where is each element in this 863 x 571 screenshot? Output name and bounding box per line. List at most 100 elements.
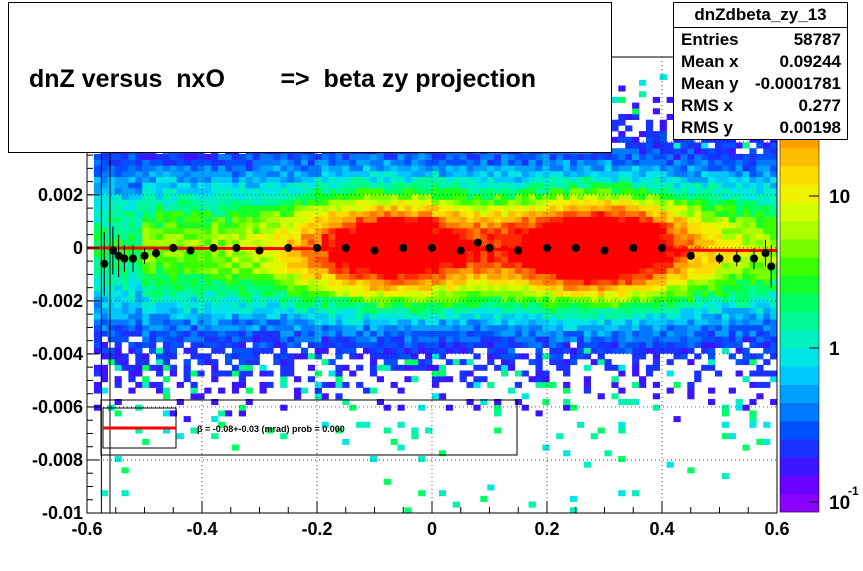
heatmap-cell: [349, 239, 357, 246]
heatmap-cell: [659, 250, 667, 257]
heatmap-cell: [549, 239, 557, 246]
heatmap-cell: [404, 376, 412, 383]
heatmap-cell: [121, 250, 129, 257]
heatmap-cell: [763, 267, 771, 274]
heatmap-cell: [390, 182, 398, 189]
heatmap-cell: [487, 359, 495, 366]
heatmap-cell: [583, 273, 591, 280]
heatmap-cell: [611, 205, 619, 212]
heatmap-cell: [300, 313, 309, 320]
heatmap-cell: [652, 159, 660, 166]
heatmap-cell: [342, 307, 350, 314]
heatmap-cell: [763, 381, 771, 388]
heatmap-cell: [231, 302, 240, 309]
heatmap-cell: [721, 176, 729, 183]
heatmap-cell: [756, 165, 764, 172]
heatmap-cell: [618, 267, 626, 274]
heatmap-cell: [432, 199, 440, 206]
heatmap-cell: [321, 250, 329, 257]
heatmap-cell: [397, 159, 405, 166]
heatmap-cell: [459, 267, 467, 274]
heatmap-cell: [542, 279, 550, 286]
heatmap-cell: [190, 273, 198, 280]
heatmap-cell: [356, 222, 364, 229]
heatmap-cell: [501, 228, 509, 234]
heatmap-cell: [673, 159, 681, 166]
heatmap-cell: [93, 370, 102, 377]
heatmap-cell: [542, 153, 550, 160]
heatmap-cell: [494, 290, 502, 297]
heatmap-cell: [466, 171, 474, 177]
heatmap-cell: [721, 330, 729, 337]
heatmap-cell: [639, 79, 647, 86]
heatmap-cell: [369, 456, 378, 462]
heatmap-cell: [632, 279, 640, 286]
heatmap-cell: [645, 216, 654, 223]
heatmap-cell: [204, 359, 212, 366]
heatmap-cell: [494, 193, 502, 200]
heatmap-cell: [625, 399, 633, 405]
heatmap-cell: [735, 233, 743, 240]
heatmap-cell: [245, 222, 253, 229]
heatmap-cell: [487, 296, 495, 303]
heatmap-cell: [473, 376, 481, 383]
heatmap-cell: [183, 285, 191, 291]
heatmap-cell: [376, 296, 384, 303]
heatmap-cell: [307, 353, 315, 360]
heatmap-cell: [666, 296, 674, 303]
heatmap-cell: [466, 222, 474, 229]
heatmap-cell: [639, 148, 647, 155]
heatmap-cell: [514, 233, 522, 240]
heatmap-cell: [328, 319, 336, 326]
heatmap-cell: [369, 159, 378, 166]
heatmap-cell: [259, 302, 267, 309]
profile-point: [399, 243, 408, 252]
heatmap-cell: [107, 324, 115, 331]
heatmap-cell: [294, 176, 302, 183]
heatmap-cell: [549, 381, 557, 388]
heatmap-cell: [231, 290, 240, 297]
heatmap-cell: [121, 490, 129, 497]
heatmap-cell: [625, 290, 633, 297]
heatmap-cell: [535, 330, 543, 337]
heatmap-cell: [259, 233, 267, 240]
heatmap-cell: [356, 336, 364, 343]
heatmap-cell: [183, 210, 191, 217]
heatmap-cell: [501, 210, 509, 217]
heatmap-cell: [659, 324, 667, 331]
heatmap-cell: [507, 210, 516, 217]
stat-row-rms-y: RMS y 0.00198: [681, 116, 841, 139]
heatmap-cell: [114, 228, 122, 234]
heatmap-cell: [397, 153, 405, 160]
heatmap-cell: [363, 347, 371, 354]
heatmap-cell: [618, 210, 626, 217]
heatmap-cell: [618, 387, 626, 394]
heatmap-cell: [583, 279, 591, 286]
heatmap-cell: [590, 176, 598, 183]
heatmap-cell: [121, 296, 129, 303]
heatmap-cell: [238, 285, 246, 291]
heatmap-cell: [749, 381, 757, 388]
heatmap-cell: [645, 256, 654, 263]
heatmap-cell: [183, 296, 191, 303]
heatmap-cell: [252, 285, 260, 291]
heatmap-cell: [687, 228, 695, 234]
heatmap-cell: [708, 313, 716, 320]
heatmap-cell: [570, 165, 578, 172]
heatmap-cell: [162, 307, 171, 314]
heatmap-cell: [501, 199, 509, 206]
heatmap-cell: [438, 279, 447, 286]
heatmap-cell: [590, 216, 598, 223]
heatmap-cell: [342, 188, 350, 195]
heatmap-cell: [335, 336, 343, 343]
heatmap-cell: [721, 250, 729, 257]
heatmap-cell: [514, 210, 522, 217]
heatmap-cell: [563, 399, 571, 405]
heatmap-cell: [452, 302, 460, 309]
heatmap-cell: [604, 153, 612, 160]
heatmap-cell: [383, 239, 391, 246]
heatmap-cell: [701, 159, 709, 166]
heatmap-cell: [459, 182, 467, 189]
heatmap-cell: [294, 353, 302, 360]
heatmap-cell: [501, 324, 509, 331]
